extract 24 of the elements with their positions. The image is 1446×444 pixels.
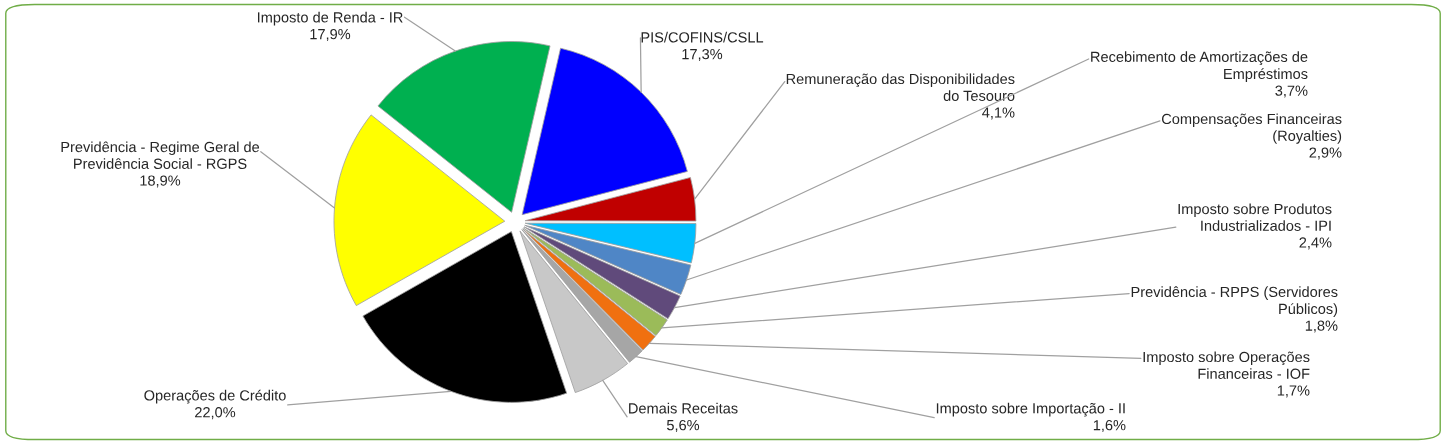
data-label: 1,8% xyxy=(1305,320,1338,333)
slice-label: PIS/COFINS/CSLL xyxy=(641,31,764,43)
data-label: 1,7% xyxy=(1277,385,1310,398)
data-label: 3,7% xyxy=(1275,85,1308,98)
slice-label: Imposto sobre Produtos Industrializados - IPI xyxy=(1178,203,1332,231)
slice-label: Recebimento de Amortizações de Empréstimos xyxy=(1091,51,1308,82)
data-label: 22,0% xyxy=(195,407,236,420)
data-label: 17,9% xyxy=(310,28,351,42)
data-label: 2,9% xyxy=(1309,147,1342,160)
slice-label: Compensações Financeiras (Royalties) xyxy=(1161,113,1342,144)
slice-label: Demais Receitas xyxy=(629,402,738,414)
data-label: 17,3% xyxy=(682,48,723,62)
data-label: 5,6% xyxy=(666,419,700,433)
slice-label: Imposto de Renda - IR xyxy=(257,11,403,26)
slice-label: Operações de Crédito xyxy=(144,389,286,404)
slice-label: Previdência - Regime Geral de Previdência Social - RGPS xyxy=(61,141,260,169)
slice-label: Remuneração das Disponibilidades do Tesouro xyxy=(786,73,1015,101)
data-label: 4,1% xyxy=(982,107,1015,120)
data-label: 1,6% xyxy=(1093,420,1126,433)
data-label: 2,4% xyxy=(1299,237,1332,250)
slice-label: Imposto sobre Operações Financeiras - IOF xyxy=(1143,351,1310,379)
slice-label: Previdência - RPPS (Servidores Públicos) xyxy=(1131,286,1338,317)
slice-label: Imposto sobre Importação - II xyxy=(936,402,1125,417)
data-label: 18,9% xyxy=(140,175,181,188)
